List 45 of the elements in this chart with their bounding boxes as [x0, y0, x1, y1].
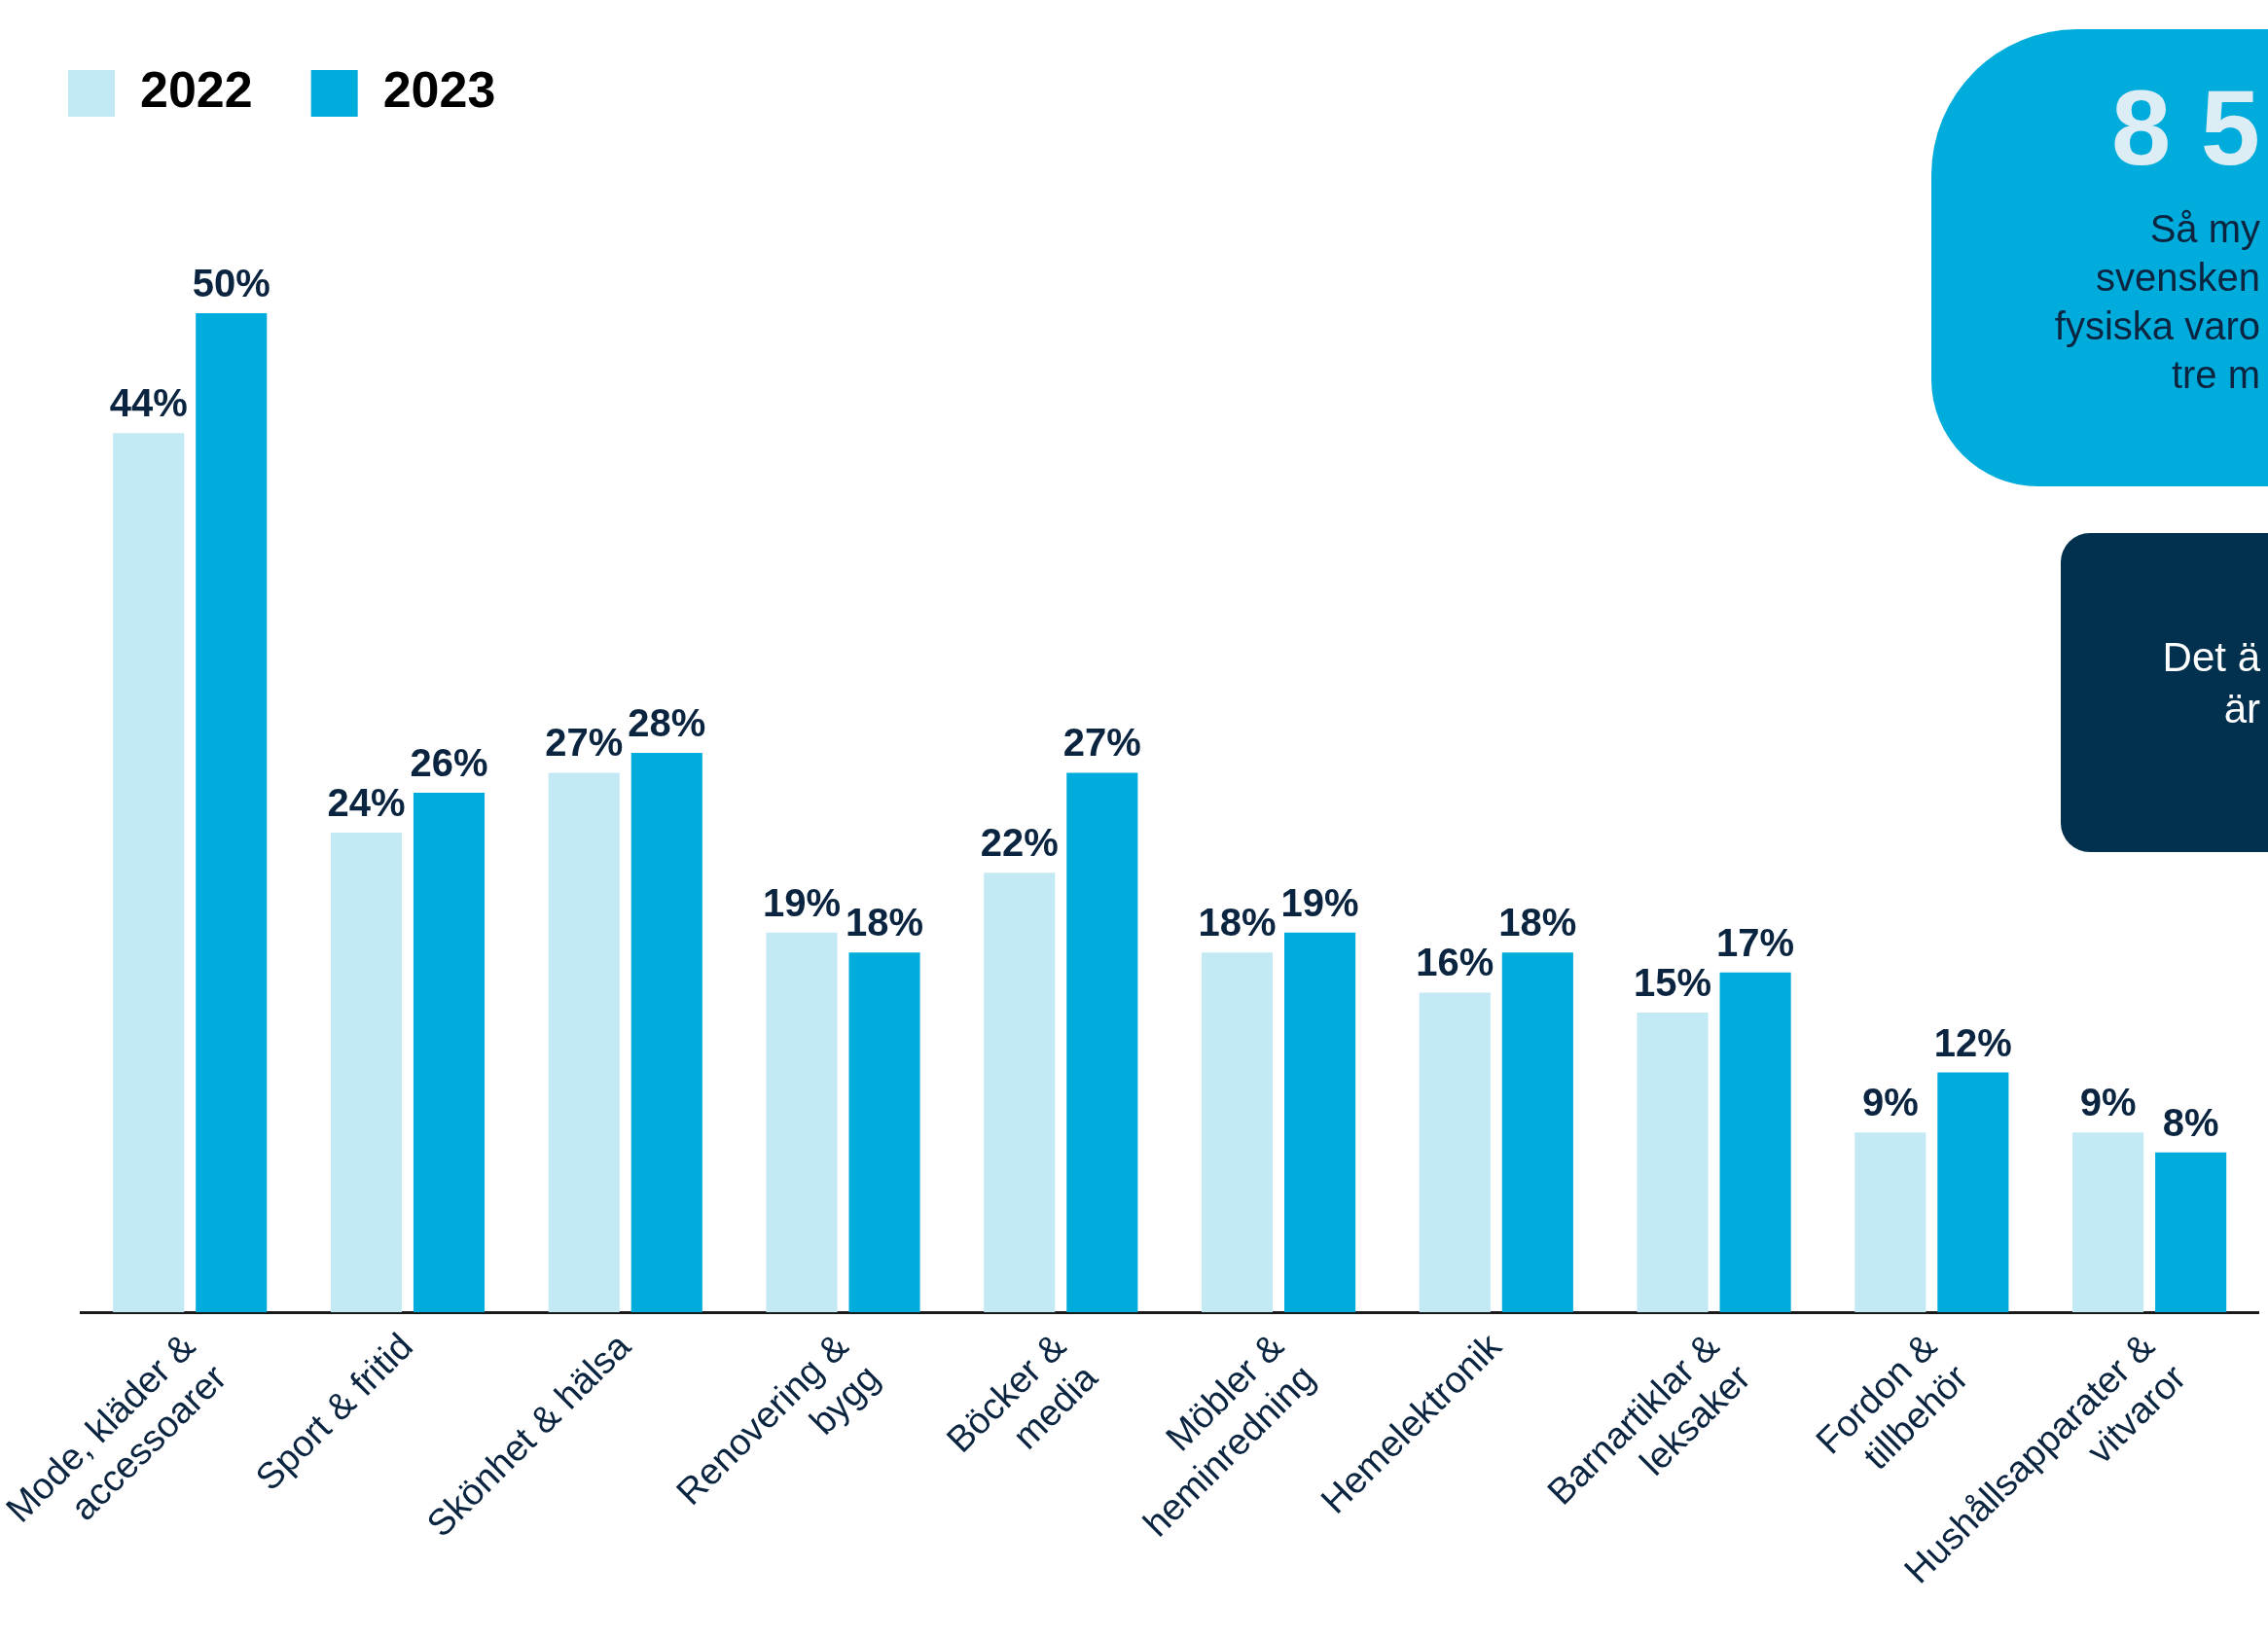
data-label: 18%	[1198, 901, 1277, 944]
data-label: 18%	[1498, 901, 1577, 944]
data-label: 8%	[2162, 1100, 2219, 1144]
legend-label: 2023	[382, 61, 496, 119]
annotation: Så my svensken fysiska varo tre m	[2054, 206, 2260, 398]
bar	[1854, 1132, 1926, 1313]
bar	[1284, 932, 1356, 1313]
bar	[2155, 1152, 2227, 1313]
data-label: 50%	[192, 262, 270, 305]
data-label: 12%	[1933, 1020, 2012, 1064]
data-label: 9%	[2079, 1081, 2137, 1124]
data-label: 27%	[1062, 721, 1141, 765]
bar	[196, 313, 268, 1313]
bar	[630, 752, 702, 1313]
legend-label: 2022	[140, 61, 253, 119]
bar	[548, 772, 620, 1313]
data-label: 17%	[1716, 920, 1795, 964]
data-label: 9%	[1861, 1081, 1919, 1124]
data-label: 19%	[1280, 880, 1359, 924]
bar	[113, 433, 185, 1313]
data-label: 26%	[410, 741, 488, 785]
bar	[1637, 1012, 1709, 1313]
text: 8 5	[2111, 67, 2260, 187]
bar	[848, 952, 920, 1313]
bar	[1937, 1072, 2009, 1313]
annotation: Det ä är	[2162, 633, 2260, 733]
bar	[1719, 972, 1791, 1313]
data-label: 16%	[1416, 941, 1494, 984]
bar	[1201, 952, 1274, 1313]
bar	[766, 932, 838, 1313]
bar	[330, 833, 403, 1313]
bar	[1501, 952, 1573, 1313]
data-label: 18%	[846, 901, 924, 944]
bar	[984, 873, 1056, 1313]
data-label: 44%	[109, 381, 188, 425]
bar	[413, 792, 486, 1313]
data-label: 19%	[762, 880, 842, 924]
data-label: 15%	[1634, 960, 1712, 1004]
bar	[1066, 772, 1138, 1313]
bar	[1419, 992, 1491, 1313]
data-label: 27%	[545, 721, 624, 765]
data-label: 24%	[327, 781, 406, 825]
bar	[2072, 1132, 2144, 1313]
data-label: 28%	[628, 700, 706, 744]
data-label: 22%	[980, 821, 1059, 865]
